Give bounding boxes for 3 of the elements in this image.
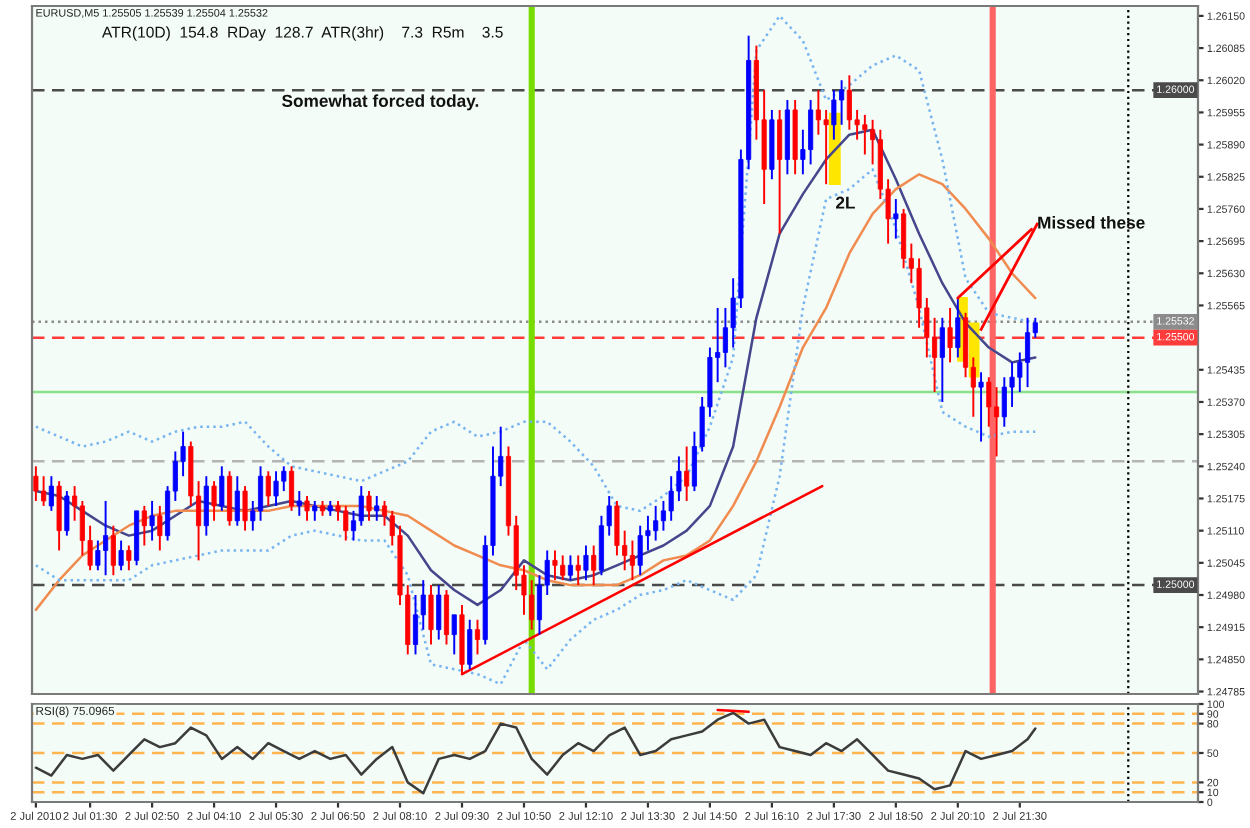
annotation: 2L bbox=[835, 196, 855, 209]
annotation: Missed these bbox=[1038, 216, 1145, 229]
annotation: Somewhat forced today. bbox=[282, 94, 479, 111]
